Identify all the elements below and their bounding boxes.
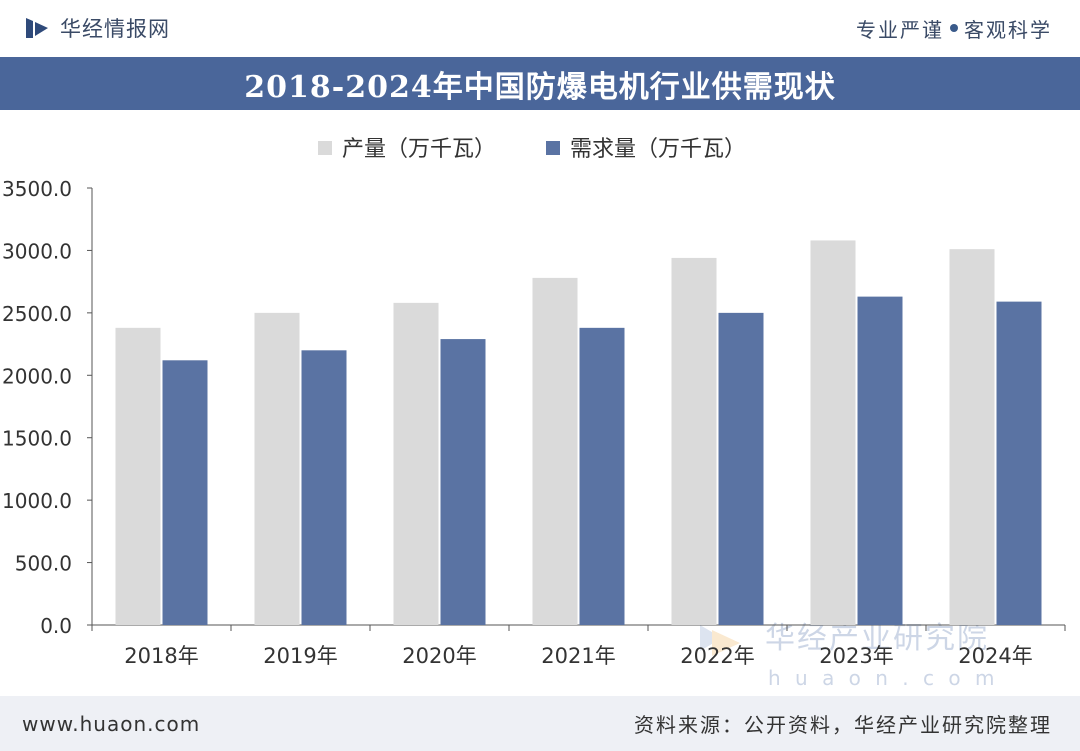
huajing-logo-icon xyxy=(26,18,48,38)
legend: 产量（万千瓦） 需求量（万千瓦） xyxy=(318,137,746,162)
top-bar: 华经情报网 专业严谨 客观科学 xyxy=(0,0,1080,56)
production-bar-5 xyxy=(810,240,856,625)
demand-bar-1 xyxy=(301,350,347,625)
legend-swatch-1 xyxy=(546,141,560,155)
bars xyxy=(115,240,1042,625)
x-tick-label: 2023年 xyxy=(819,644,893,668)
demand-bar-2 xyxy=(440,339,486,625)
production-bar-1 xyxy=(254,312,300,625)
title-bar: 2018-2024年中国防爆电机行业供需现状 xyxy=(0,57,1080,110)
demand-bar-0 xyxy=(162,360,208,625)
production-bar-6 xyxy=(949,249,995,625)
demand-bar-4 xyxy=(718,312,764,625)
footer-source: 资料来源：公开资料，华经产业研究院整理 xyxy=(634,713,1052,737)
y-tick-label: 2500.0 xyxy=(2,302,72,326)
demand-bar-6 xyxy=(996,301,1042,625)
watermark-layer: 华经产业研究院 h u a o n . c o m xyxy=(700,621,998,690)
slogan-right: 客观科学 xyxy=(964,17,1052,42)
brand: 华经情报网 xyxy=(24,13,170,43)
production-bar-2 xyxy=(393,302,439,625)
footer: www.huaon.com 资料来源：公开资料，华经产业研究院整理 xyxy=(0,696,1080,751)
bar-chart: 华经产业研究院 h u a o n . c o m 产量（万千瓦） 需求量（万千瓦… xyxy=(2,137,1066,690)
y-tick-label: 1000.0 xyxy=(2,489,72,513)
demand-bar-5 xyxy=(857,296,903,625)
production-bar-4 xyxy=(671,257,717,625)
x-tick-label: 2018年 xyxy=(124,644,198,668)
watermark-url: h u a o n . c o m xyxy=(768,666,998,690)
x-tick-label: 2019年 xyxy=(263,644,337,668)
chart-title: 2018-2024年中国防爆电机行业供需现状 xyxy=(244,69,836,105)
x-tick-label: 2020年 xyxy=(402,644,476,668)
watermark-name: 华经产业研究院 xyxy=(765,621,989,656)
legend-swatch-0 xyxy=(318,141,332,155)
x-tick-label: 2021年 xyxy=(541,644,615,668)
footer-site-url: www.huaon.com xyxy=(22,711,201,736)
x-tick-label: 2024年 xyxy=(958,644,1032,668)
y-tick-label: 3000.0 xyxy=(2,239,72,263)
slogan-left: 专业严谨 xyxy=(856,17,944,42)
site-name: 华经情报网 xyxy=(60,17,170,41)
y-tick-label: 3500.0 xyxy=(2,177,72,201)
y-tick-label: 2000.0 xyxy=(2,364,72,388)
production-bar-0 xyxy=(115,327,161,625)
production-bar-3 xyxy=(532,277,578,625)
x-tick-label: 2022年 xyxy=(680,644,754,668)
demand-bar-3 xyxy=(579,327,625,625)
y-tick-label: 0.0 xyxy=(40,614,72,638)
slogan: 专业严谨 客观科学 xyxy=(856,14,1052,43)
slogan-dot-icon xyxy=(950,24,958,32)
legend-label-0: 产量（万千瓦） xyxy=(342,137,496,162)
y-tick-label: 500.0 xyxy=(15,552,72,576)
y-tick-label: 1500.0 xyxy=(2,427,72,451)
watermark-logo-icon xyxy=(700,625,740,656)
axes: 0.0 500.0 1000.0 1500.0 2000.0 2500.0 3000.0 35… xyxy=(2,177,1066,668)
legend-label-1: 需求量（万千瓦） xyxy=(570,137,746,162)
